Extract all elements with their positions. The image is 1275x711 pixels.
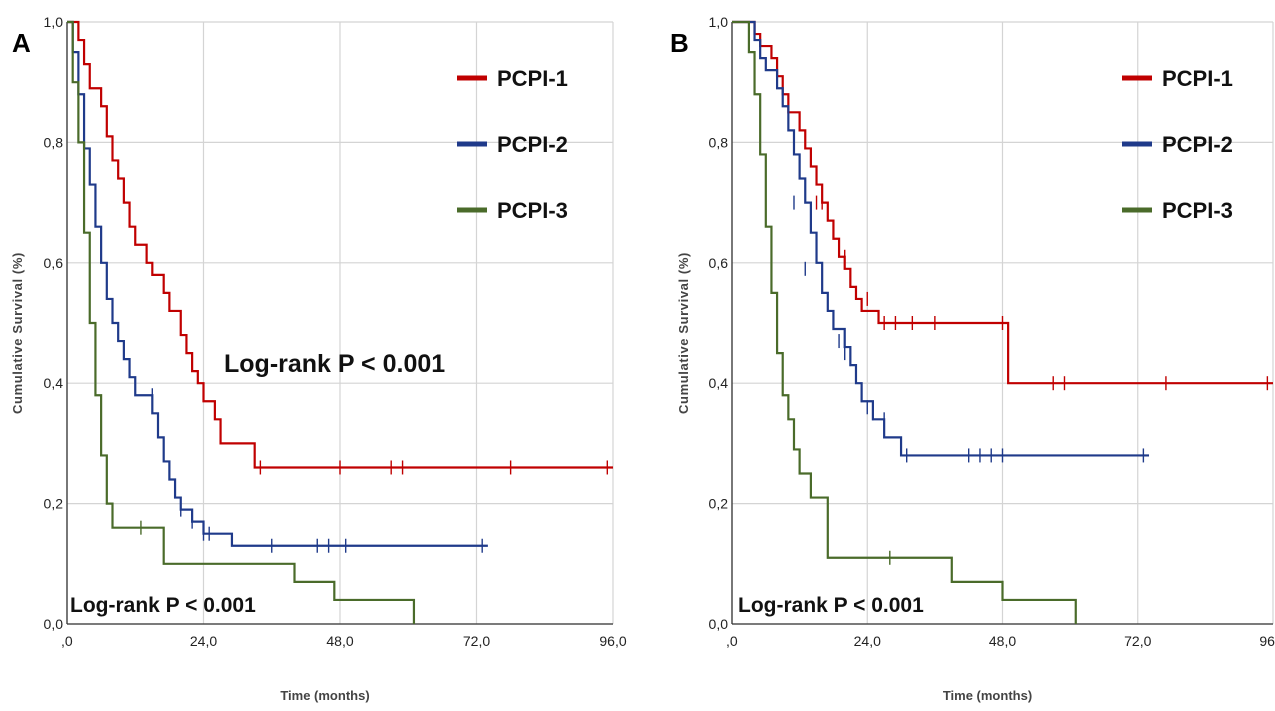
chart-panel-b: 0,0 0,2 0,4 0,6 0,8 1,0 ,0 24,0 48,0 72,0 96,0 Time… (670, 14, 1275, 703)
legend-label-pcpi-2: PCPI-2 (1162, 132, 1233, 157)
y-tick-label: 0,2 (44, 496, 64, 512)
x-tick-label: 24,0 (190, 633, 217, 649)
log-rank-annotation: Log-rank P < 0.001 (738, 594, 924, 617)
legend-label-pcpi-3: PCPI-3 (497, 198, 568, 223)
y-tick-label: 0,2 (709, 496, 729, 512)
legend-label-pcpi-3: PCPI-3 (1162, 198, 1233, 223)
y-axis-title: Cumulative Survival (%) (676, 252, 691, 414)
x-axis-title: Time (months) (943, 688, 1032, 703)
y-tick-label: 0,6 (709, 255, 729, 271)
series-line-pcpi-1 (732, 20, 1273, 385)
y-tick-label: 1,0 (44, 14, 64, 30)
y-tick-label: 0,8 (44, 134, 64, 150)
x-tick-label: 96,0 (599, 633, 626, 649)
y-tick-label: 0,8 (709, 134, 729, 150)
panel-label: A (12, 28, 31, 58)
legend-label-pcpi-1: PCPI-1 (1162, 66, 1233, 91)
series-line-pcpi-3 (67, 20, 416, 624)
x-tick-label: 48,0 (989, 633, 1016, 649)
panel-label: B (670, 28, 689, 58)
y-axis-title: Cumulative Survival (%) (10, 252, 25, 414)
x-tick-label: ,0 (61, 633, 73, 649)
y-tick-label: 0,0 (709, 616, 729, 632)
x-axis-title: Time (months) (280, 688, 369, 703)
y-tick-label: 0,0 (44, 616, 64, 632)
log-rank-annotation: Log-rank P < 0.001 (70, 594, 256, 617)
log-rank-annotation: Log-rank P < 0.001 (224, 350, 445, 378)
x-tick-label: 48,0 (326, 633, 353, 649)
x-tick-label: 72,0 (1124, 633, 1151, 649)
y-tick-label: 1,0 (709, 14, 729, 30)
x-tick-label: 72,0 (463, 633, 490, 649)
y-tick-label: 0,4 (709, 375, 729, 391)
x-tick-label: 96,0 (1259, 633, 1275, 649)
y-tick-label: 0,6 (44, 255, 64, 271)
legend-label-pcpi-2: PCPI-2 (497, 132, 568, 157)
series-line-pcpi-2 (732, 20, 1150, 457)
legend-label-pcpi-1: PCPI-1 (497, 66, 568, 91)
series-line-pcpi-1 (67, 20, 613, 469)
x-tick-label: 24,0 (854, 633, 881, 649)
series-line-pcpi-3 (732, 20, 1077, 624)
x-tick-label: ,0 (726, 633, 738, 649)
chart-panel-a: 0,0 0,2 0,4 0,6 0,8 1,0 ,0 24,0 48,0 72,0 96,0 Time… (10, 14, 627, 703)
y-tick-label: 0,4 (44, 375, 64, 391)
